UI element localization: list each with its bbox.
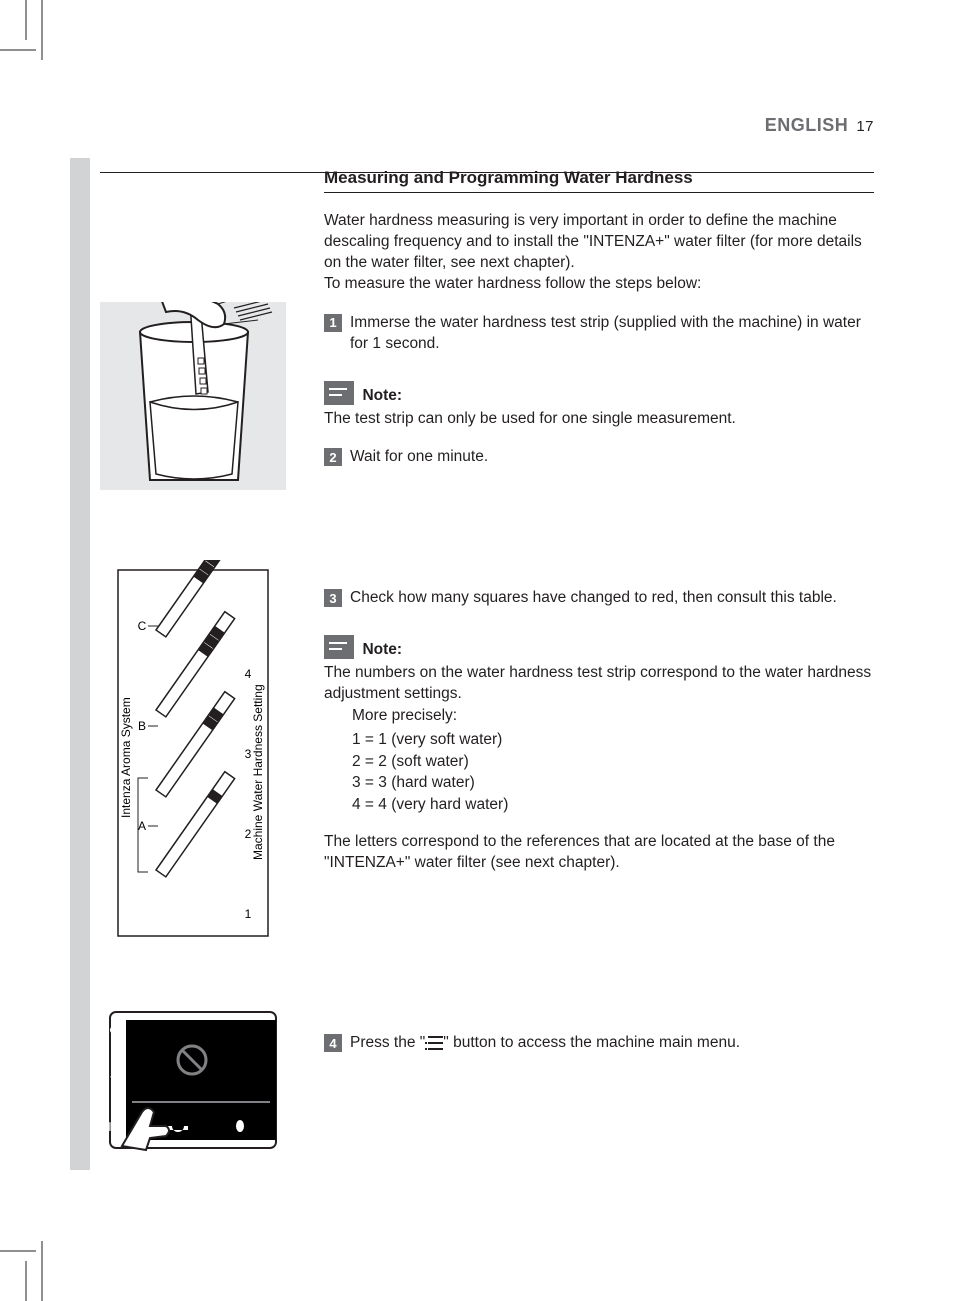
step-number: 1 xyxy=(324,314,342,332)
sidebar-accent xyxy=(70,158,90,1170)
svg-text:2: 2 xyxy=(245,827,252,841)
note-icon xyxy=(324,381,354,405)
step-number: 4 xyxy=(324,1034,342,1052)
svg-text:1: 1 xyxy=(245,907,252,921)
note-icon xyxy=(324,635,354,659)
svg-text:C: C xyxy=(138,619,147,633)
step-text: Press the "" button to access the machin… xyxy=(350,1033,874,1054)
note-tail: The letters correspond to the references… xyxy=(324,832,874,874)
section-title: Measuring and Programming Water Hardness xyxy=(324,168,874,193)
svg-text:3: 3 xyxy=(245,747,252,761)
page-header: ENGLISH 17 xyxy=(765,115,874,136)
menu-icon xyxy=(425,1036,443,1050)
note-text: The numbers on the water hardness test s… xyxy=(324,663,874,705)
note-text: The test strip can only be used for one … xyxy=(324,409,874,430)
step-number: 2 xyxy=(324,448,342,466)
intro-text: Water hardness measuring is very importa… xyxy=(324,211,874,295)
step-text: Wait for one minute. xyxy=(350,447,874,468)
axis-right-label: Machine Water Hardness Setting xyxy=(251,684,265,860)
note-label: Note: xyxy=(362,387,402,404)
figure-control-panel: ↶ ✓ ☰ xyxy=(100,1006,286,1158)
hardness-list: More precisely: 1 = 1 (very soft water) … xyxy=(352,705,874,815)
step-2: 2 Wait for one minute. xyxy=(324,447,874,468)
step-3: 3 Check how many squares have changed to… xyxy=(324,588,874,609)
figure-test-strip-in-glass xyxy=(100,302,286,490)
page-number: 17 xyxy=(856,118,874,135)
svg-text:☰: ☰ xyxy=(107,1121,121,1132)
svg-text:4: 4 xyxy=(245,667,252,681)
svg-text:A: A xyxy=(138,819,146,833)
step-text: Check how many squares have changed to r… xyxy=(350,588,874,609)
svg-text:↶: ↶ xyxy=(107,1026,121,1036)
step-1: 1 Immerse the water hardness test strip … xyxy=(324,313,874,355)
axis-left-label: Intenza Aroma System xyxy=(119,697,133,818)
language-label: ENGLISH xyxy=(765,115,849,135)
figure-hardness-table: Intenza Aroma System Machine Water Hardn… xyxy=(100,560,286,946)
svg-text:✓: ✓ xyxy=(107,1074,121,1084)
step-4: 4 Press the "" button to access the mach… xyxy=(324,1033,874,1054)
note-2: Note: The numbers on the water hardness … xyxy=(324,635,874,873)
step-number: 3 xyxy=(324,589,342,607)
step-text: Immerse the water hardness test strip (s… xyxy=(350,313,874,355)
note-1: Note: The test strip can only be used fo… xyxy=(324,381,874,430)
note-label: Note: xyxy=(362,641,402,658)
svg-text:B: B xyxy=(138,719,146,733)
